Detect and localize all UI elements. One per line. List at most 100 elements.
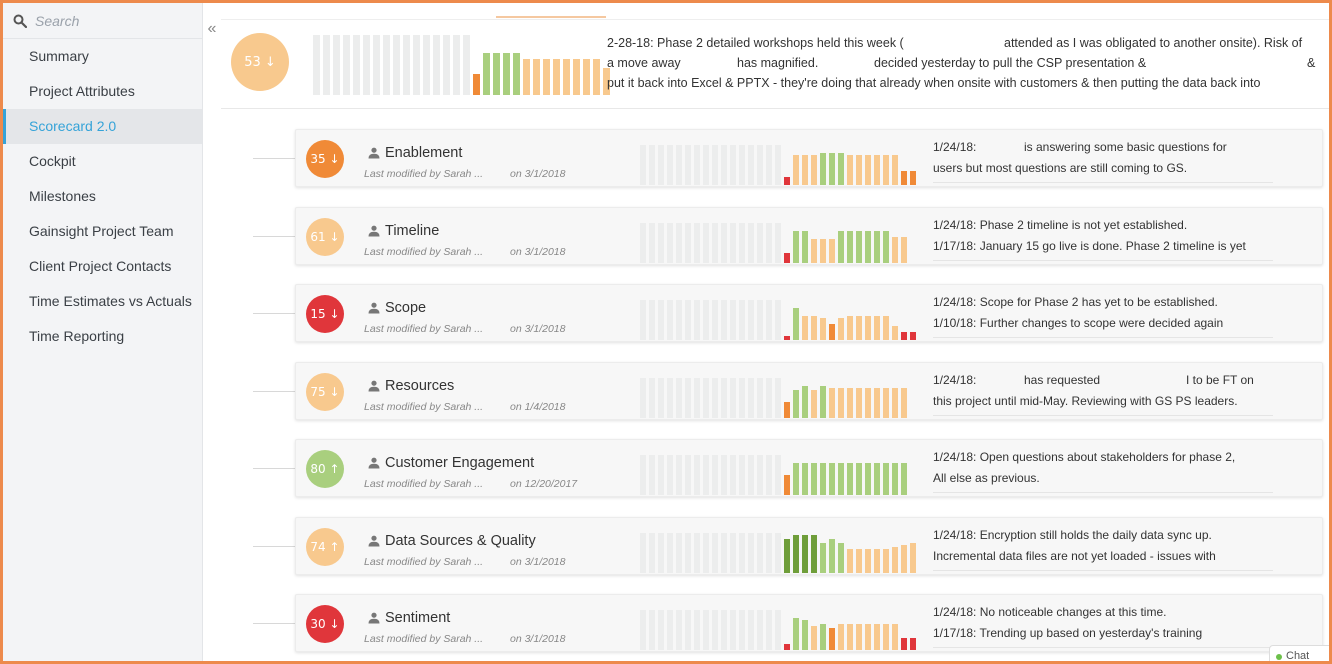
history-bar [649,222,655,263]
history-bar [658,377,664,418]
history-bar [865,155,871,185]
history-bar [901,638,907,650]
history-bar [658,610,664,650]
connector-line [253,545,295,547]
history-bar [739,455,745,495]
history-bar [865,624,871,650]
history-bar [323,35,330,95]
comment-text: decided yesterday to pull the CSP presen… [874,56,1147,70]
metric-title[interactable]: Data Sources & Quality [385,532,536,549]
metric-title[interactable]: Sentiment [385,610,451,626]
metric-title[interactable]: Enablement [385,145,463,161]
history-bar [748,222,754,263]
history-bar [649,145,655,185]
history-bar [784,475,790,495]
history-bar [676,300,682,340]
comment-text: 1/24/18: Phase 2 timeline is not yet est… [933,217,1188,232]
history-bar [658,145,664,185]
comment-text: is answering some basic questions for [1024,140,1227,154]
history-bar [649,377,655,418]
history-bar [667,145,673,185]
history-bar [433,35,440,95]
metric-card-enablement[interactable]: 35 ↓ Enablement Last modified by Sarah ...… [295,129,1323,187]
sidebar-item-client-project-contacts[interactable]: Client Project Contacts [29,258,172,274]
history-bar [811,534,817,573]
history-bar [676,455,682,495]
sidebar-item-milestones[interactable]: Milestones [29,188,96,204]
history-bar [811,463,817,495]
comment-text: I to be FT on [1186,372,1254,387]
metric-title[interactable]: Customer Engagement [385,455,535,471]
history-bar [829,324,835,340]
sidebar-item-project-attributes[interactable]: Project Attributes [29,83,135,99]
history-bar [757,300,763,340]
history-bar [503,53,510,95]
history-bar [694,455,700,495]
history-bar [874,624,880,650]
person-icon [368,612,380,624]
search-input[interactable]: Search [3,3,202,39]
comment-text: a move away [607,56,681,70]
history-bar [640,145,646,185]
history-bar [721,610,727,650]
history-bar [739,300,745,340]
metric-card-customer-engagement[interactable]: 80 ↑ Customer Engagement Last modified by … [295,439,1323,497]
history-bar [892,326,898,340]
history-bar [685,377,691,418]
history-bar [493,53,500,95]
sidebar-item-gainsight-project-team[interactable]: Gainsight Project Team [29,223,174,239]
metric-comment: 1/24/18: Open questions about stakeholde… [933,447,1313,489]
history-bar [811,389,817,418]
history-bar [829,538,835,573]
sidebar-item-summary[interactable]: Summary [29,48,89,64]
score-badge: 74 ↑ [306,527,344,566]
history-bar [856,624,862,650]
history-bar [573,59,580,95]
history-bar [820,624,826,650]
metric-card-data-sources-quality[interactable]: 74 ↑ Data Sources & Quality Last modified … [295,516,1323,575]
score-badge: 35 ↓ [306,140,344,178]
history-bar [730,532,736,573]
history-bar [865,463,871,495]
history-bar [721,532,727,573]
metric-title[interactable]: Scope [385,300,427,316]
history-bar [757,532,763,573]
metric-card-timeline[interactable]: 61 ↓ Timeline Last modified by Sarah ... on… [295,206,1323,265]
history-bar [820,463,826,495]
history-bar [685,222,691,263]
history-bar [802,230,808,263]
history-bar [483,53,490,95]
metric-title[interactable]: Timeline [385,222,440,239]
history-bar [784,252,790,263]
history-bar [513,53,520,95]
history-bar [856,387,862,418]
history-bar [649,455,655,495]
sidebar-item-scorecard-2-0[interactable]: Scorecard 2.0 [3,109,202,144]
summary-row[interactable]: 53 ↓ 2-28-18: Phase 2 detailed workshops… [221,21,1329,109]
collapse-sidebar-icon[interactable]: « [207,20,217,37]
history-bar [910,542,916,573]
metric-comment: 1/24/18: Encryption still holds the dail… [933,525,1313,567]
metric-title[interactable]: Resources [385,377,455,394]
metric-card-resources[interactable]: 75 ↓ Resources Last modified by Sarah ... o… [295,361,1323,420]
metric-card-scope[interactable]: 15 ↓ Scope Last modified by Sarah ... on 3/… [295,284,1323,342]
score-badge: 30 ↓ [306,605,344,643]
metric-card-sentiment[interactable]: 30 ↓ Sentiment Last modified by Sarah ... o… [295,594,1323,652]
sidebar-item-time-estimates-vs-actuals[interactable]: Time Estimates vs Actuals [29,293,192,309]
history-bar [694,222,700,263]
comment-text: attended as I was obligated to another o… [1004,36,1303,50]
history-bar [856,155,862,185]
history-bar [766,300,772,340]
history-bar [739,532,745,573]
history-bar [640,610,646,650]
history-bar [373,35,380,95]
history-bar [685,145,691,185]
chat-button[interactable]: Chat [1269,645,1329,661]
history-bar [739,377,745,418]
history-bar [775,377,781,418]
sidebar-item-time-reporting[interactable]: Time Reporting [29,328,125,344]
comment-text: 1/24/18: Scope for Phase 2 has yet to be… [933,295,1218,309]
history-bar [892,387,898,418]
sidebar-item-cockpit[interactable]: Cockpit [29,153,76,169]
history-bar [766,455,772,495]
